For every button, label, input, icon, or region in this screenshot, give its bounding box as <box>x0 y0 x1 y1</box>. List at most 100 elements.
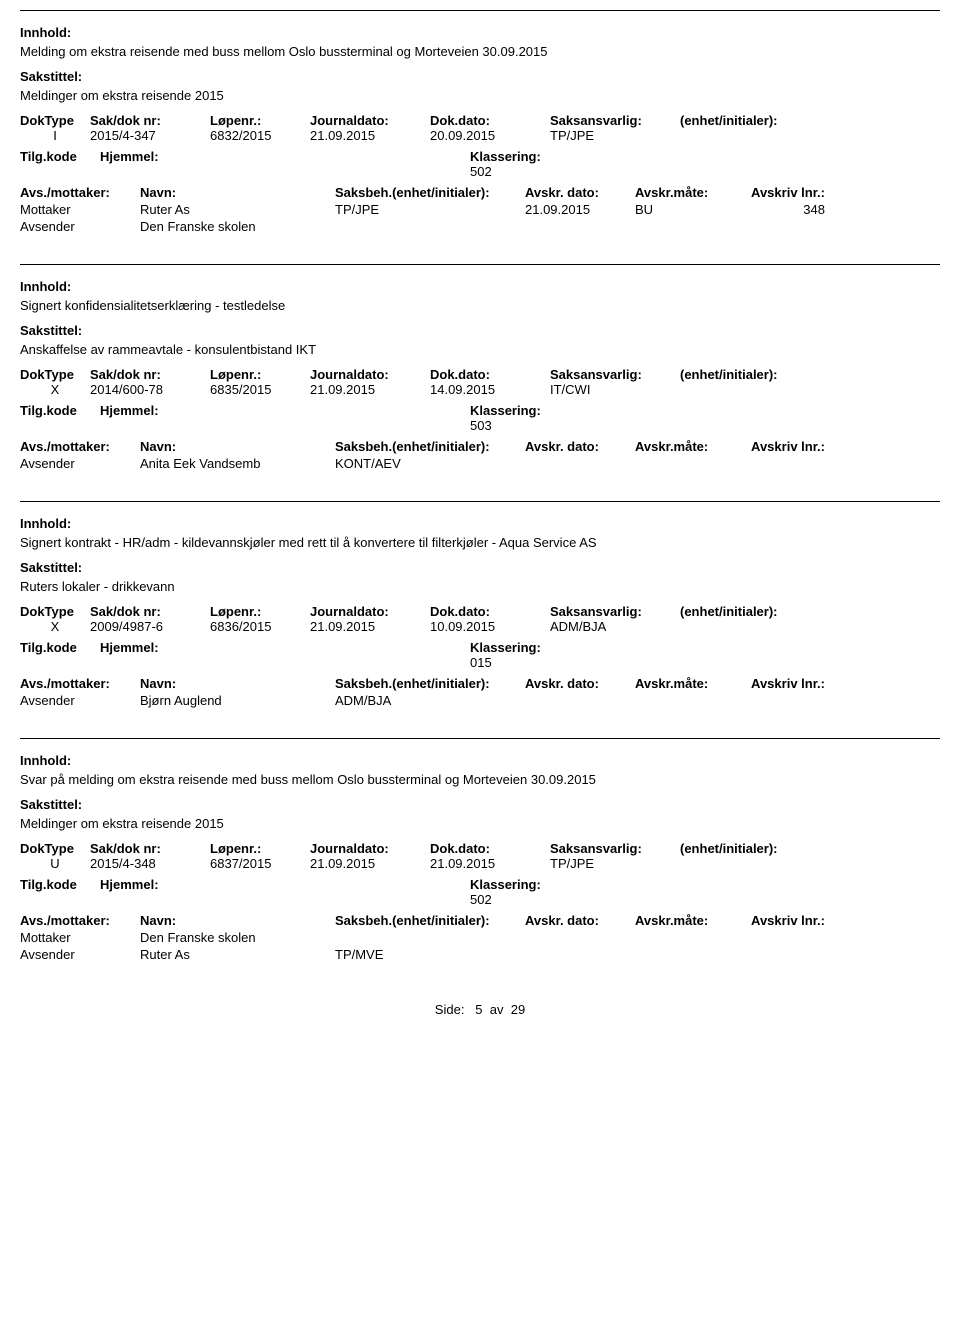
party-navn: Den Franske skolen <box>140 930 335 945</box>
hdr-tilgkode: Tilg.kode <box>20 877 100 892</box>
val-lopenr: 6837/2015 <box>210 856 310 871</box>
klass-value-row: 503 <box>20 418 940 433</box>
val-lopenr: 6832/2015 <box>210 128 310 143</box>
hdr-saksansvarlig: Saksansvarlig: <box>550 113 680 128</box>
klass-value-row: 502 <box>20 164 940 179</box>
hdr-saksbeh: Saksbeh.(enhet/initialer): <box>335 185 525 200</box>
hdr-doktype: DokType <box>20 113 90 128</box>
hdr-avskrlnr: Avskriv lnr.: <box>735 439 825 454</box>
hdr-hjemmel: Hjemmel: <box>100 640 220 655</box>
innhold-value: Svar på melding om ekstra reisende med b… <box>20 772 940 787</box>
val-klassering: 502 <box>220 892 940 907</box>
party-row: Avsender Anita Eek Vandsemb KONT/AEV <box>20 456 940 471</box>
sakstittel-label: Sakstittel: <box>20 797 940 812</box>
hdr-avskrdato: Avskr. dato: <box>525 439 635 454</box>
hdr-klassering: Klassering: <box>220 149 940 164</box>
hdr-klassering: Klassering: <box>220 403 940 418</box>
hdr-saksbeh: Saksbeh.(enhet/initialer): <box>335 439 525 454</box>
hdr-navn: Navn: <box>140 439 335 454</box>
meta-value-row: X 2014/600-78 6835/2015 21.09.2015 14.09… <box>20 382 940 397</box>
val-sakdoknr: 2009/4987-6 <box>90 619 210 634</box>
hdr-avsmottaker: Avs./mottaker: <box>20 439 140 454</box>
hdr-sakdoknr: Sak/dok nr: <box>90 367 210 382</box>
tilg-row: Tilg.kode Hjemmel: Klassering: <box>20 877 940 892</box>
hdr-saksansvarlig: Saksansvarlig: <box>550 841 680 856</box>
hdr-enhet: (enhet/initialer): <box>680 604 940 619</box>
sakstittel-value: Anskaffelse av rammeavtale - konsulentbi… <box>20 342 940 357</box>
meta-value-row: X 2009/4987-6 6836/2015 21.09.2015 10.09… <box>20 619 940 634</box>
hdr-avsmottaker: Avs./mottaker: <box>20 185 140 200</box>
party-role: Avsender <box>20 693 140 708</box>
hdr-hjemmel: Hjemmel: <box>100 149 220 164</box>
meta-header-row: DokType Sak/dok nr: Løpenr.: Journaldato… <box>20 367 940 382</box>
val-dokdato: 10.09.2015 <box>430 619 550 634</box>
footer-prefix: Side: <box>435 1002 465 1017</box>
sakstittel-value: Ruters lokaler - drikkevann <box>20 579 940 594</box>
hdr-doktype: DokType <box>20 841 90 856</box>
val-sakdoknr: 2014/600-78 <box>90 382 210 397</box>
hdr-hjemmel: Hjemmel: <box>100 403 220 418</box>
val-saksansvarlig: TP/JPE <box>550 856 680 871</box>
val-saksansvarlig: IT/CWI <box>550 382 680 397</box>
party-role: Avsender <box>20 219 140 234</box>
innhold-label: Innhold: <box>20 753 940 768</box>
hdr-tilgkode: Tilg.kode <box>20 149 100 164</box>
journal-entry: Innhold: Signert kontrakt - HR/adm - kil… <box>20 501 940 708</box>
party-avskrdato: 21.09.2015 <box>525 202 635 217</box>
val-doktype: U <box>20 856 90 871</box>
val-journaldato: 21.09.2015 <box>310 619 430 634</box>
sakstittel-label: Sakstittel: <box>20 560 940 575</box>
meta-value-row: I 2015/4-347 6832/2015 21.09.2015 20.09.… <box>20 128 940 143</box>
val-doktype: X <box>20 382 90 397</box>
party-avskrmate: BU <box>635 202 735 217</box>
hdr-avsmottaker: Avs./mottaker: <box>20 913 140 928</box>
party-saksbeh: KONT/AEV <box>335 456 525 471</box>
party-row: Avsender Den Franske skolen <box>20 219 940 234</box>
meta-header-row: DokType Sak/dok nr: Løpenr.: Journaldato… <box>20 604 940 619</box>
hdr-journaldato: Journaldato: <box>310 367 430 382</box>
hdr-journaldato: Journaldato: <box>310 113 430 128</box>
val-dokdato: 14.09.2015 <box>430 382 550 397</box>
val-doktype: X <box>20 619 90 634</box>
val-journaldato: 21.09.2015 <box>310 382 430 397</box>
hdr-saksansvarlig: Saksansvarlig: <box>550 604 680 619</box>
hdr-tilgkode: Tilg.kode <box>20 640 100 655</box>
hdr-dokdato: Dok.dato: <box>430 367 550 382</box>
hdr-sakdoknr: Sak/dok nr: <box>90 113 210 128</box>
tilg-row: Tilg.kode Hjemmel: Klassering: <box>20 403 940 418</box>
party-navn: Ruter As <box>140 202 335 217</box>
journal-entry: Innhold: Signert konfidensialitetserklær… <box>20 264 940 471</box>
val-lopenr: 6835/2015 <box>210 382 310 397</box>
party-saksbeh: ADM/BJA <box>335 693 525 708</box>
party-row: Mottaker Ruter As TP/JPE 21.09.2015 BU 3… <box>20 202 940 217</box>
innhold-label: Innhold: <box>20 279 940 294</box>
hdr-hjemmel: Hjemmel: <box>100 877 220 892</box>
journal-entry: Innhold: Svar på melding om ekstra reise… <box>20 738 940 962</box>
hdr-lopenr: Løpenr.: <box>210 113 310 128</box>
val-klassering: 503 <box>220 418 940 433</box>
hdr-avskrdato: Avskr. dato: <box>525 185 635 200</box>
val-sakdoknr: 2015/4-347 <box>90 128 210 143</box>
footer-sep: av <box>490 1002 504 1017</box>
party-role: Avsender <box>20 456 140 471</box>
hdr-tilgkode: Tilg.kode <box>20 403 100 418</box>
val-dokdato: 21.09.2015 <box>430 856 550 871</box>
party-role: Mottaker <box>20 202 140 217</box>
val-sakdoknr: 2015/4-348 <box>90 856 210 871</box>
sakstittel-label: Sakstittel: <box>20 69 940 84</box>
party-header-row: Avs./mottaker: Navn: Saksbeh.(enhet/init… <box>20 676 940 691</box>
innhold-value: Melding om ekstra reisende med buss mell… <box>20 44 940 59</box>
hdr-saksbeh: Saksbeh.(enhet/initialer): <box>335 913 525 928</box>
hdr-enhet: (enhet/initialer): <box>680 367 940 382</box>
val-journaldato: 21.09.2015 <box>310 128 430 143</box>
hdr-klassering: Klassering: <box>220 640 940 655</box>
hdr-avskrdato: Avskr. dato: <box>525 913 635 928</box>
hdr-avskrmate: Avskr.måte: <box>635 185 735 200</box>
val-dokdato: 20.09.2015 <box>430 128 550 143</box>
party-header-row: Avs./mottaker: Navn: Saksbeh.(enhet/init… <box>20 913 940 928</box>
hdr-dokdato: Dok.dato: <box>430 113 550 128</box>
hdr-saksansvarlig: Saksansvarlig: <box>550 367 680 382</box>
meta-header-row: DokType Sak/dok nr: Løpenr.: Journaldato… <box>20 113 940 128</box>
party-navn: Den Franske skolen <box>140 219 335 234</box>
hdr-sakdoknr: Sak/dok nr: <box>90 841 210 856</box>
